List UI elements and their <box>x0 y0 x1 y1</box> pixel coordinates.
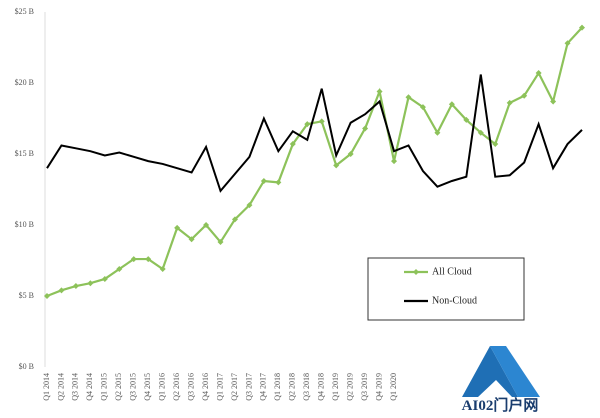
point <box>116 266 123 273</box>
point <box>347 151 354 157</box>
point <box>188 236 195 243</box>
point <box>376 88 383 95</box>
x-tick-label: Q2 2017 <box>230 373 239 401</box>
point <box>419 104 426 111</box>
point <box>535 70 542 77</box>
series-line <box>46 74 583 193</box>
point <box>289 141 296 148</box>
point <box>362 125 369 132</box>
x-tick-label: Q4 2015 <box>143 373 152 401</box>
point <box>477 129 484 136</box>
point <box>448 101 455 108</box>
x-tick-label: Q4 2018 <box>317 373 326 401</box>
point <box>405 94 412 101</box>
x-tick-label: Q3 2018 <box>302 373 311 401</box>
x-tick-label: Q1 2018 <box>273 373 282 401</box>
point <box>521 92 528 99</box>
watermark: AI02门户网 <box>462 396 539 414</box>
x-tick-label: Q4 2019 <box>374 373 383 401</box>
x-tick-label: Q1 2016 <box>158 373 167 401</box>
point <box>463 116 470 123</box>
y-tick-label: $15 B <box>15 149 34 158</box>
point <box>391 158 398 165</box>
point <box>246 202 253 209</box>
x-tick-label: Q2 2015 <box>114 373 123 401</box>
point <box>130 256 137 263</box>
point <box>492 141 499 148</box>
x-tick-label: Q1 2015 <box>100 373 109 401</box>
point <box>58 287 65 294</box>
legend-marker <box>413 269 419 275</box>
y-tick-label: $5 B <box>19 291 34 300</box>
point <box>564 40 571 47</box>
point <box>174 224 181 231</box>
y-tick-label: $0 B <box>19 362 34 371</box>
x-tick-label: Q4 2014 <box>85 373 94 401</box>
series-line <box>46 26 583 298</box>
x-tick-label: Q1 2019 <box>331 373 340 401</box>
point <box>506 99 513 106</box>
point <box>72 283 79 290</box>
point <box>304 121 311 128</box>
point <box>159 266 166 273</box>
x-tick-label: Q4 2017 <box>259 373 268 401</box>
x-tick-label: Q4 2016 <box>201 373 210 401</box>
legend-label: Non-Cloud <box>432 295 477 306</box>
logo <box>462 346 540 397</box>
point <box>333 162 340 169</box>
x-tick-label: Q3 2017 <box>244 373 253 401</box>
x-tick-label: Q2 2014 <box>56 373 65 401</box>
point <box>101 275 108 282</box>
point <box>217 239 224 246</box>
point <box>231 216 238 223</box>
point <box>434 129 441 136</box>
x-tick-label: Q3 2016 <box>186 373 195 401</box>
x-tick-label: Q3 2014 <box>71 373 80 401</box>
y-tick-label: $10 B <box>15 220 34 229</box>
x-tick-label: Q3 2019 <box>360 373 369 401</box>
x-tick-label: Q2 2016 <box>172 373 181 401</box>
x-tick-label: Q1 2014 <box>42 373 51 401</box>
point <box>579 24 585 31</box>
point <box>318 118 325 125</box>
x-tick-label: Q3 2015 <box>129 373 138 401</box>
y-tick-label: $25 B <box>15 7 34 16</box>
legend-box <box>367 257 525 321</box>
point <box>260 177 267 184</box>
point <box>550 98 557 105</box>
x-tick-label: Q1 2020 <box>389 373 398 401</box>
x-tick-label: Q2 2019 <box>345 373 354 401</box>
point <box>145 256 152 263</box>
point <box>275 179 282 186</box>
point <box>87 280 94 287</box>
legend-label: All Cloud <box>432 266 472 277</box>
y-tick-label: $20 B <box>15 78 34 87</box>
point <box>203 222 210 228</box>
point <box>44 293 50 299</box>
x-tick-label: Q2 2018 <box>288 373 297 401</box>
x-tick-label: Q1 2017 <box>215 373 224 401</box>
